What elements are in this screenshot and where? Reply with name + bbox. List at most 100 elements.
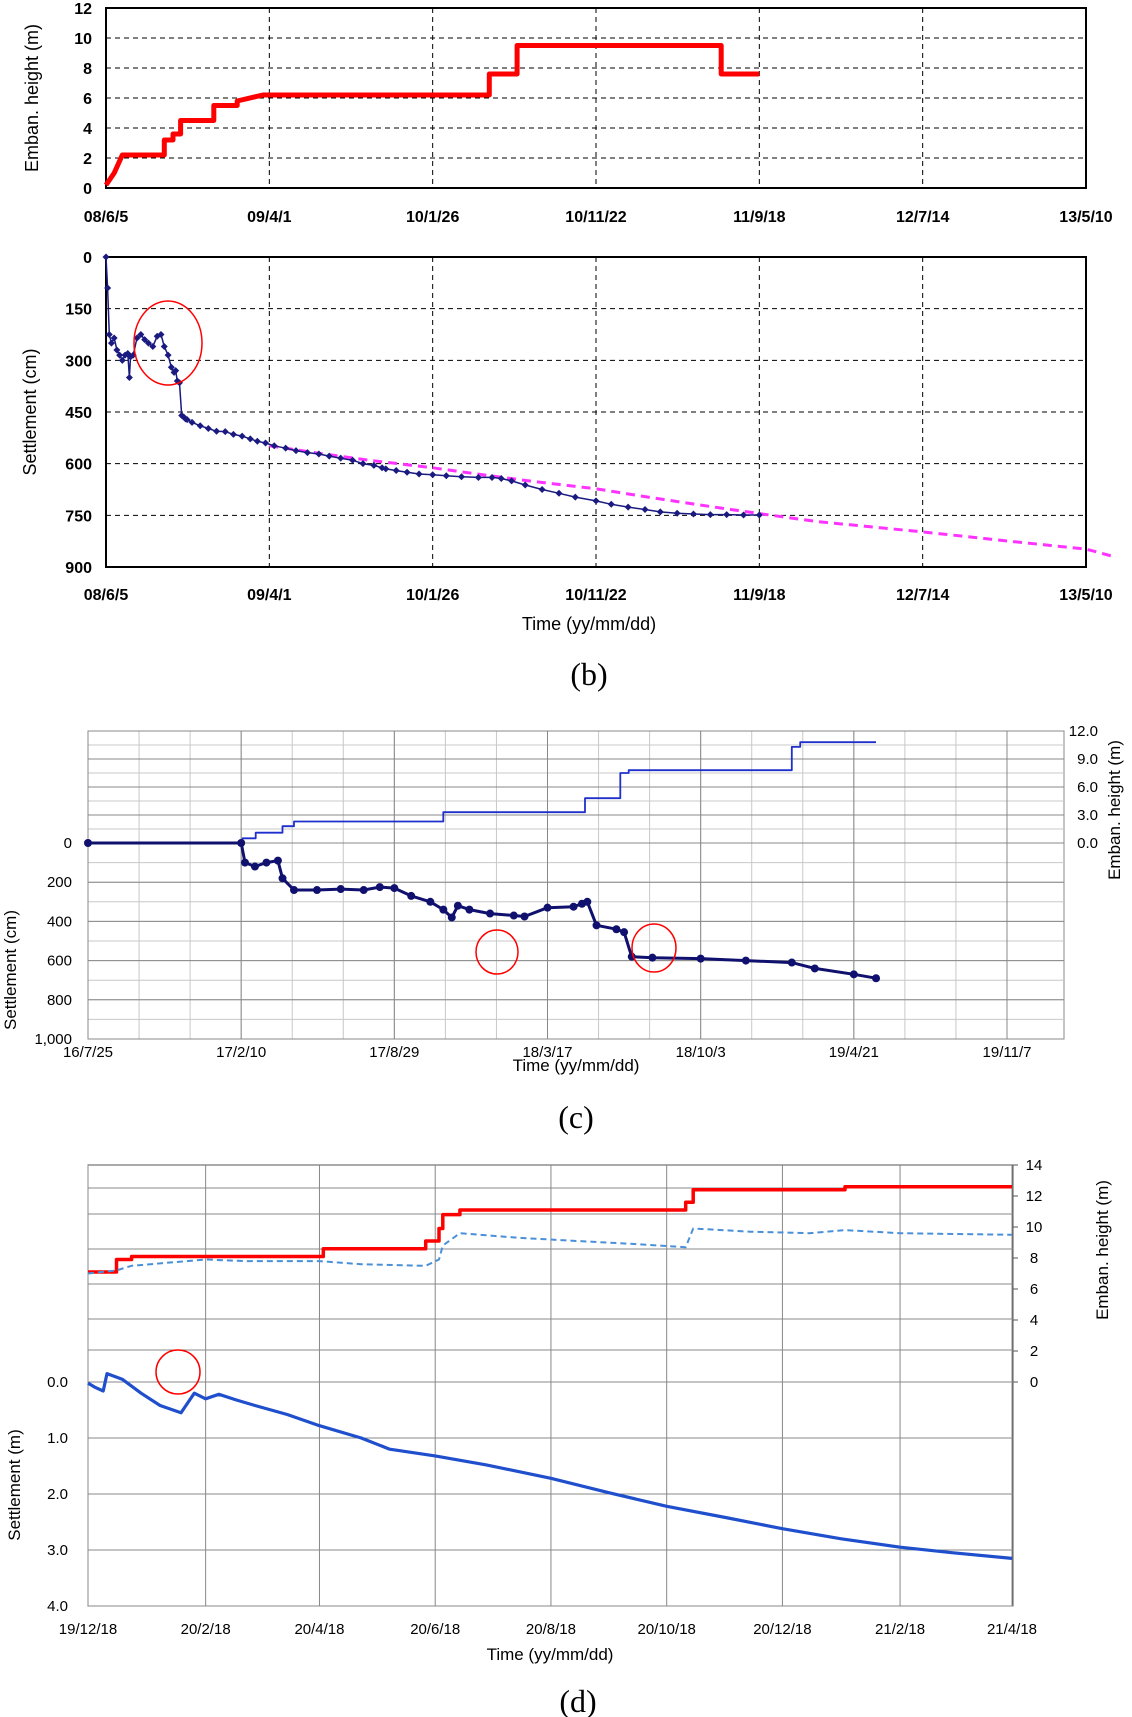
data-point [624, 503, 632, 511]
data-point [555, 489, 563, 497]
data-point [278, 874, 287, 883]
data-point [188, 418, 196, 426]
x-tick-label: 11/9/18 [733, 209, 786, 226]
predicted-series-line [269, 444, 1115, 559]
x-tick-label: 13/5/10 [1059, 587, 1112, 604]
data-point [571, 493, 579, 501]
gridlines [87, 1164, 1018, 1607]
data-point [137, 331, 145, 338]
y-left-tick-label: 4.0 [47, 1598, 68, 1615]
y-axis-label: Emban. height (m) [22, 24, 42, 172]
data-point [196, 422, 204, 430]
y-left-tick-label: 0 [64, 835, 72, 852]
data-point [240, 858, 249, 867]
y-axis-label: Settlement (cm) [20, 348, 40, 475]
y-right-tick-label: 4 [1030, 1312, 1038, 1329]
panel-b-height-chart: 08/6/5 09/4/1 10/1/26 10/11/22 11/9/18 12/7/1… [22, 1, 1113, 226]
highlight-circle [155, 1349, 201, 1395]
data-point [253, 437, 261, 445]
data-point [521, 481, 529, 489]
data-point [84, 839, 92, 847]
data-point [592, 921, 601, 930]
caption-d: (d) [559, 1683, 596, 1717]
data-point [303, 449, 311, 457]
data-point [740, 511, 748, 519]
data-point [509, 911, 518, 920]
data-point [160, 343, 168, 351]
series-marks [102, 253, 1115, 559]
settlement-line [87, 1371, 1013, 1560]
y-tick-label: 12 [74, 1, 92, 18]
y-left-tick-label: 2.0 [47, 1486, 68, 1503]
data-point [439, 905, 448, 914]
x-tick-label: 10/11/22 [565, 587, 627, 604]
x-axis-label: Time (yy/mm/dd) [487, 1645, 614, 1664]
caption-c: (c) [558, 1099, 594, 1135]
y-tick-label: 0 [83, 181, 92, 198]
x-tick-label: 20/12/18 [753, 1621, 811, 1638]
data-point [273, 856, 282, 865]
data-point [497, 474, 505, 482]
data-point [673, 509, 681, 517]
data-point [359, 886, 368, 895]
data-point [607, 500, 615, 508]
data-point [157, 331, 165, 338]
panel-b-settlement-chart: 08/6/5 09/4/1 10/1/26 10/11/22 11/9/18 12/7/1… [20, 250, 1115, 634]
x-tick-label: 19/12/18 [59, 1621, 117, 1638]
data-point [349, 456, 357, 464]
gridlines [87, 730, 1064, 1040]
data-point [292, 447, 300, 455]
y-tick-label: 300 [65, 353, 92, 370]
x-tick-label: 09/4/1 [247, 209, 292, 226]
data-point [583, 897, 592, 906]
data-point [787, 958, 796, 967]
data-point [116, 351, 124, 359]
data-point [415, 470, 423, 478]
data-point [104, 284, 112, 292]
x-tick-label: 19/4/21 [829, 1044, 879, 1061]
data-point [164, 351, 172, 359]
tick-labels: 08/6/5 09/4/1 10/1/26 10/11/22 11/9/18 12/7/1… [65, 250, 1112, 604]
data-point [141, 336, 149, 344]
panel-d-chart: 19/12/18 20/2/18 20/4/18 20/6/18 20/8/18 20/1… [5, 1157, 1112, 1664]
y-left-tick-label: 3.0 [47, 1542, 68, 1559]
data-point [849, 970, 858, 979]
x-tick-label: 08/6/5 [84, 209, 129, 226]
y-right-tick-label: 9.0 [1077, 751, 1098, 768]
x-tick-label: 20/4/18 [294, 1621, 344, 1638]
data-point [337, 454, 345, 462]
y-tick-label: 900 [65, 560, 92, 577]
y-right-axis-label: Emban. height (m) [1105, 740, 1124, 880]
y-right-axis-label: Emban. height (m) [1093, 1180, 1112, 1320]
x-axis-label: Time (yy/mm/dd) [522, 614, 656, 634]
y-left-tick-label: 600 [47, 953, 72, 970]
embankment-height-line [88, 741, 876, 844]
data-point [696, 954, 705, 963]
x-tick-label: 10/1/26 [406, 209, 459, 226]
x-tick-label: 18/10/3 [676, 1044, 726, 1061]
y-left-axis-label: Settlement (cm) [1, 910, 20, 1030]
data-point [648, 953, 657, 962]
data-point [872, 974, 881, 983]
y-right-tick-label: 8 [1030, 1250, 1038, 1267]
data-point [755, 511, 763, 519]
highlight-circle [133, 300, 203, 386]
y-right-tick-label: 6 [1030, 1281, 1038, 1298]
y-tick-label: 0 [83, 250, 92, 267]
x-tick-label: 18/3/17 [522, 1044, 572, 1061]
data-point [359, 460, 367, 468]
data-point [172, 367, 180, 375]
data-point [167, 363, 175, 371]
y-left-tick-label: 0.0 [47, 1374, 68, 1391]
data-point [569, 902, 578, 911]
data-point [508, 477, 516, 485]
data-point [458, 473, 466, 481]
data-point [447, 913, 456, 922]
y-tick-label: 6 [83, 91, 92, 108]
panel-c-chart: 16/7/25 17/2/10 17/8/29 18/3/17 18/10/3 19/4/… [1, 723, 1124, 1075]
data-point [118, 356, 126, 364]
data-point [407, 891, 416, 900]
data-point [282, 444, 290, 452]
x-tick-label: 21/4/18 [987, 1621, 1037, 1638]
data-point [325, 452, 333, 460]
